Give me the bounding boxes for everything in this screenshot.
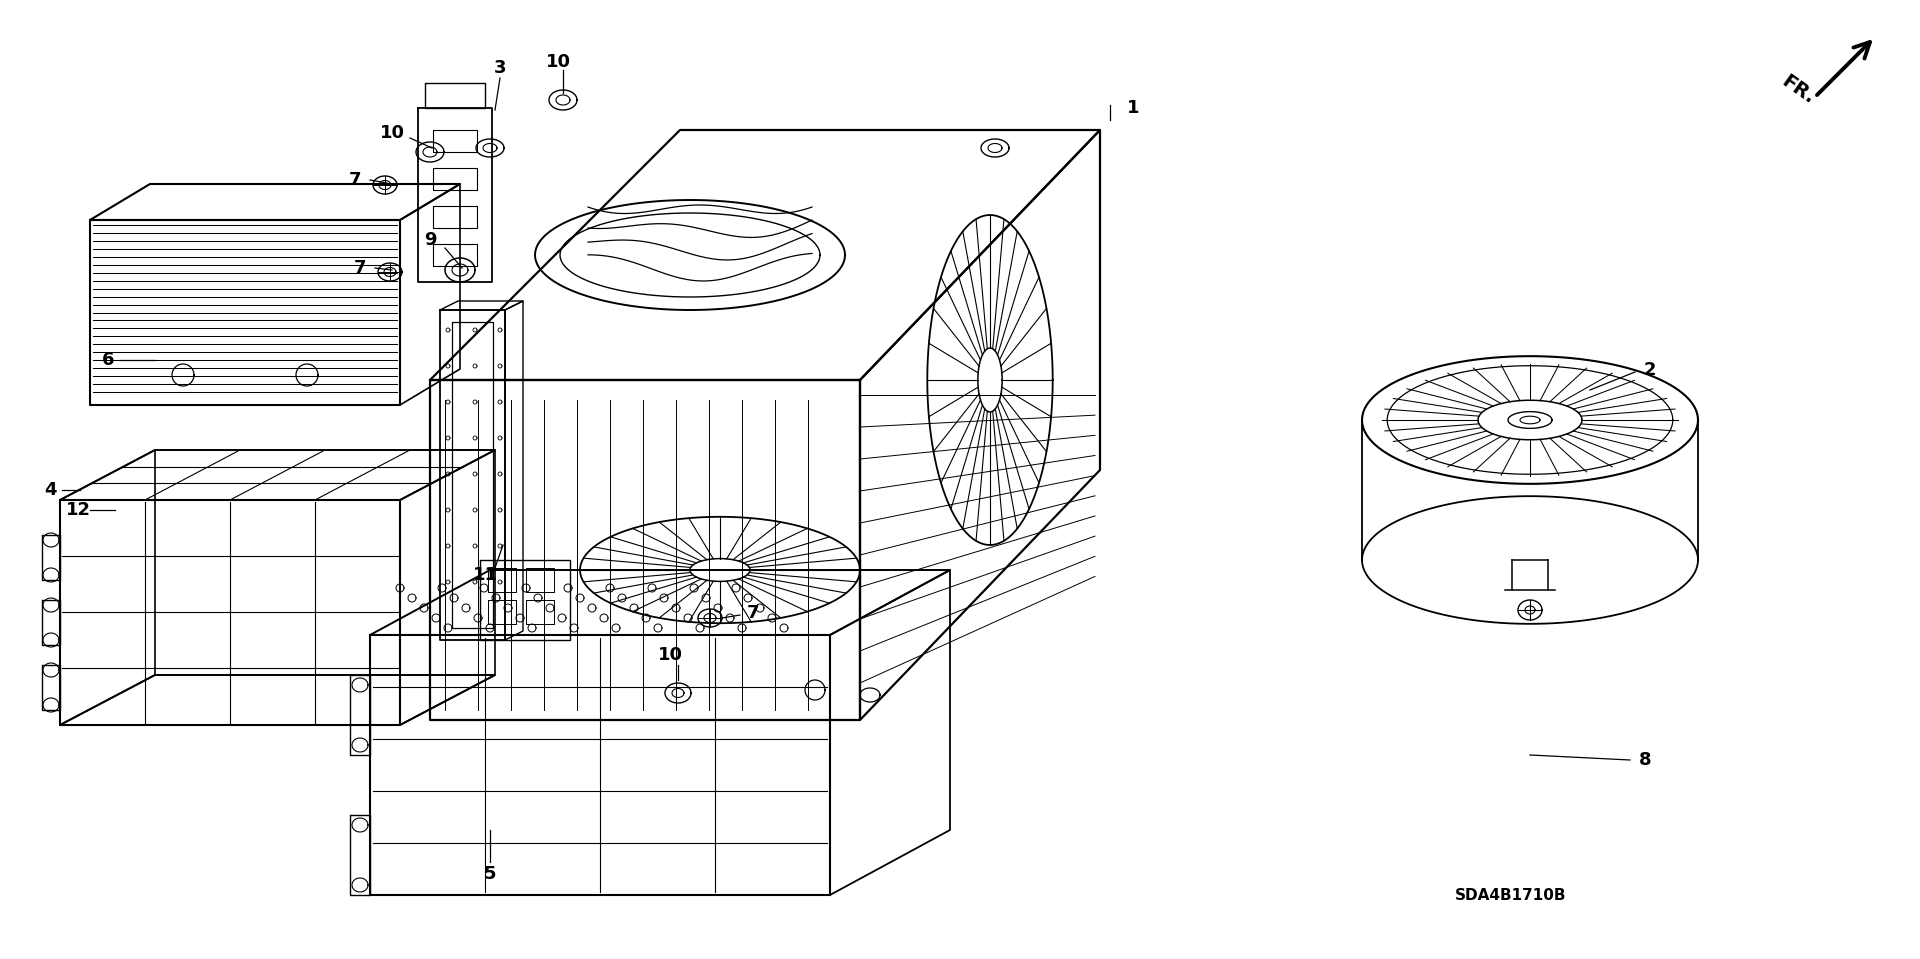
Text: 9: 9 (424, 231, 436, 249)
Text: 3: 3 (493, 59, 507, 77)
Text: 7: 7 (747, 604, 758, 622)
Text: 10: 10 (657, 646, 682, 664)
Text: 5: 5 (484, 865, 495, 883)
Text: 6: 6 (102, 351, 115, 369)
Text: 4: 4 (44, 481, 56, 499)
Text: 7: 7 (349, 171, 361, 189)
Text: FR.: FR. (1778, 72, 1818, 108)
Text: 2: 2 (1644, 361, 1657, 379)
Text: 10: 10 (545, 53, 570, 71)
Text: 12: 12 (65, 501, 90, 519)
Text: 8: 8 (1638, 751, 1651, 769)
Text: SDA4B1710B: SDA4B1710B (1455, 887, 1567, 902)
Text: 1: 1 (1127, 99, 1139, 117)
Text: 7: 7 (353, 259, 367, 277)
Text: 10: 10 (380, 124, 405, 142)
Text: 11: 11 (472, 566, 497, 584)
